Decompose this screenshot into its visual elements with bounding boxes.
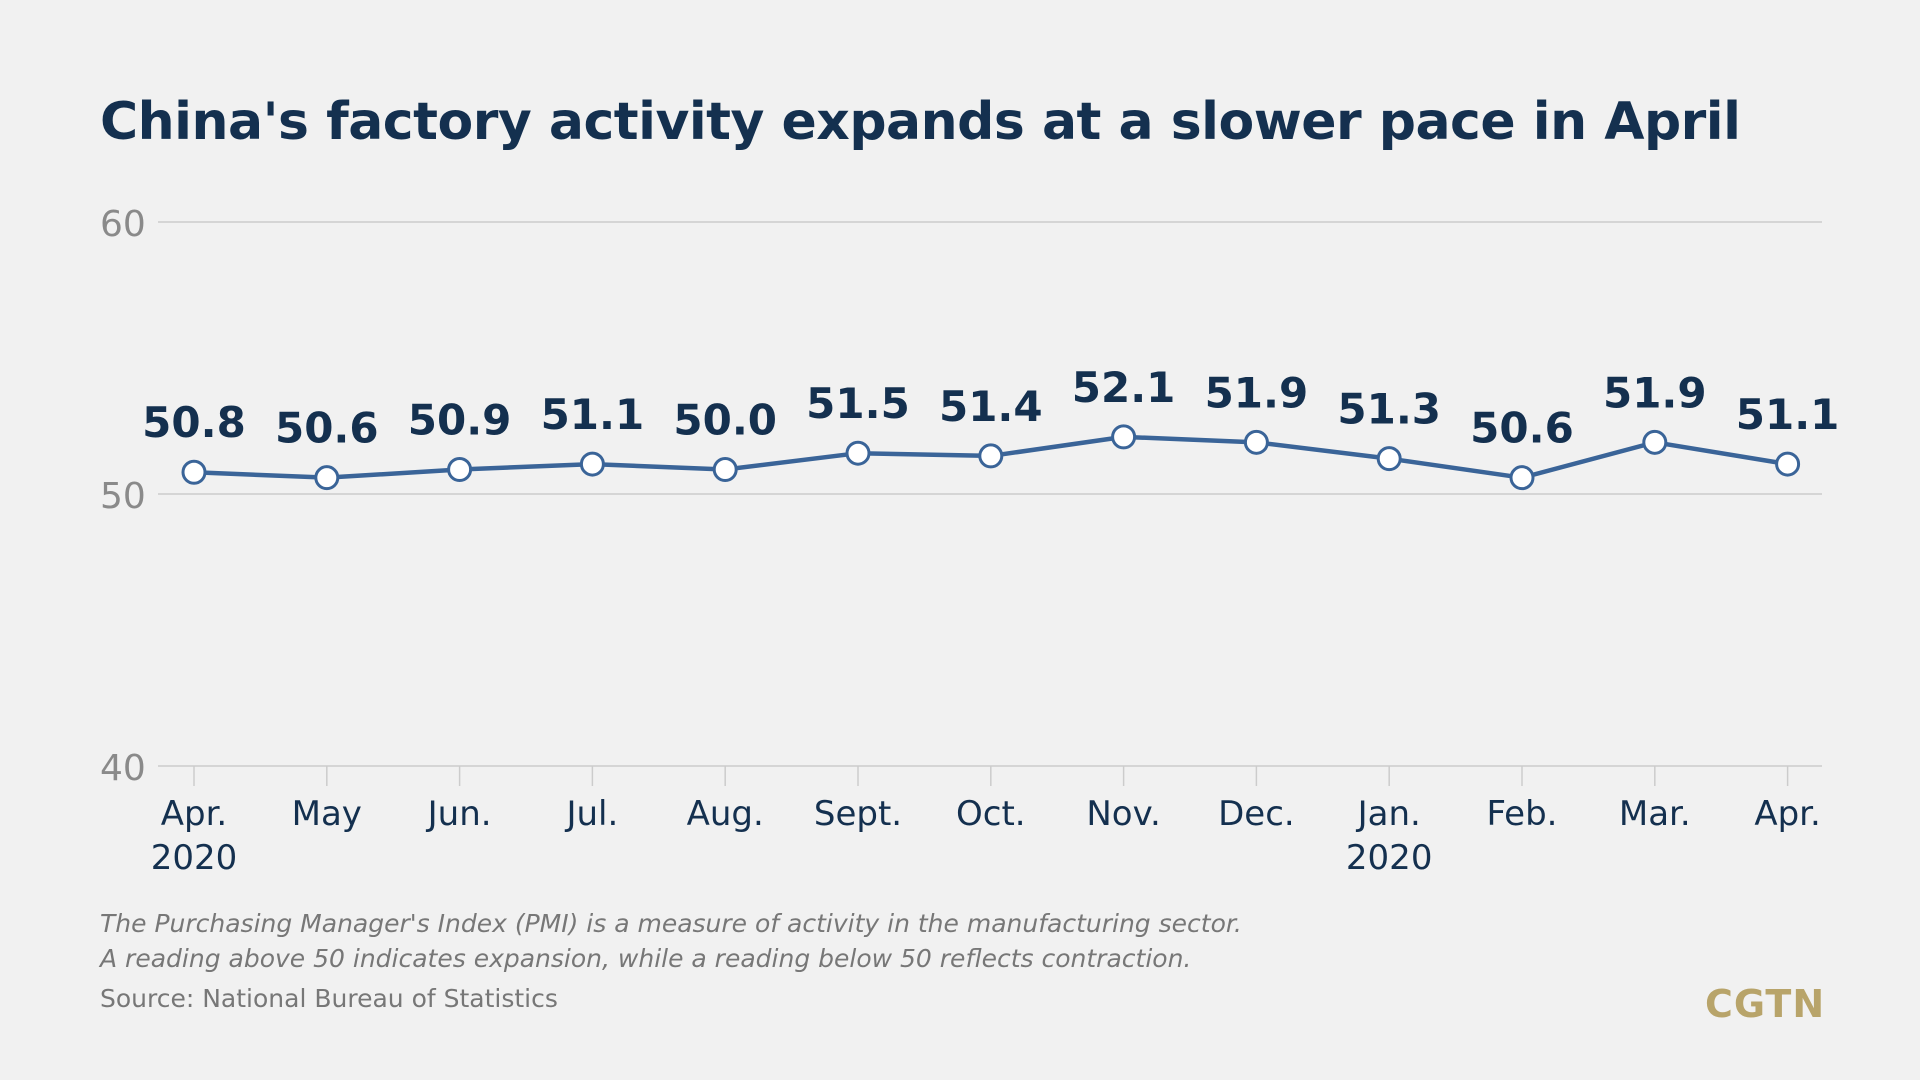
data-point	[314, 465, 340, 491]
x-tick-label: Aug.	[687, 794, 764, 834]
data-label: 51.4	[939, 382, 1043, 431]
data-label: 50.6	[1470, 404, 1574, 453]
x-tick-year-label: 2020	[151, 838, 238, 878]
data-label: 50.8	[142, 398, 246, 447]
data-point	[978, 443, 1004, 469]
chart-notes: The Purchasing Manager's Index (PMI) is …	[100, 906, 1242, 1016]
data-label: 51.3	[1337, 385, 1441, 434]
data-label: 51.5	[806, 379, 910, 428]
data-point	[181, 459, 207, 485]
y-tick-label: 50	[100, 476, 146, 517]
x-tick-label: Nov.	[1086, 794, 1161, 834]
data-point	[1509, 465, 1535, 491]
x-tick-label: Oct.	[956, 794, 1026, 834]
note-pmi-definition: The Purchasing Manager's Index (PMI) is …	[100, 909, 1242, 938]
data-label: 51.9	[1205, 368, 1309, 417]
x-tick-label: Sept.	[814, 794, 902, 834]
source-credit: Source: National Bureau of Statistics	[100, 984, 558, 1013]
data-label: 50.0	[673, 396, 777, 445]
x-tick-year-label: 2020	[1346, 838, 1433, 878]
x-tick-label: Dec.	[1218, 794, 1295, 834]
data-point	[579, 451, 605, 477]
chart-title: China's factory activity expands at a sl…	[100, 92, 1741, 152]
y-tick-label: 40	[100, 748, 146, 789]
data-label: 51.1	[1736, 390, 1840, 439]
data-label: 50.6	[275, 404, 379, 453]
data-label: 50.9	[408, 396, 512, 445]
x-tick-label: Jun.	[426, 794, 492, 834]
data-point	[447, 457, 473, 483]
x-tick-label: Apr.	[1754, 794, 1821, 834]
x-tick-label: Jan.	[1356, 794, 1421, 834]
data-point	[1111, 424, 1137, 450]
y-tick-label: 60	[100, 204, 146, 245]
cgtn-logo: CGTN	[1705, 982, 1826, 1026]
data-label: 52.1	[1072, 363, 1176, 412]
data-point	[712, 457, 738, 483]
data-point	[1243, 429, 1269, 455]
note-expansion-explainer: A reading above 50 indicates expansion, …	[100, 944, 1192, 973]
data-label: 51.9	[1603, 368, 1707, 417]
data-point	[845, 440, 871, 466]
x-tick-label: Mar.	[1619, 794, 1691, 834]
data-point	[1775, 451, 1801, 477]
data-point	[1642, 429, 1668, 455]
x-tick-label: Apr.	[161, 794, 228, 834]
x-tick-label: Jul.	[564, 794, 618, 834]
x-tick-label: May	[292, 794, 362, 834]
data-label: 51.1	[541, 390, 645, 439]
data-point	[1376, 446, 1402, 472]
x-tick-label: Feb.	[1486, 794, 1557, 834]
